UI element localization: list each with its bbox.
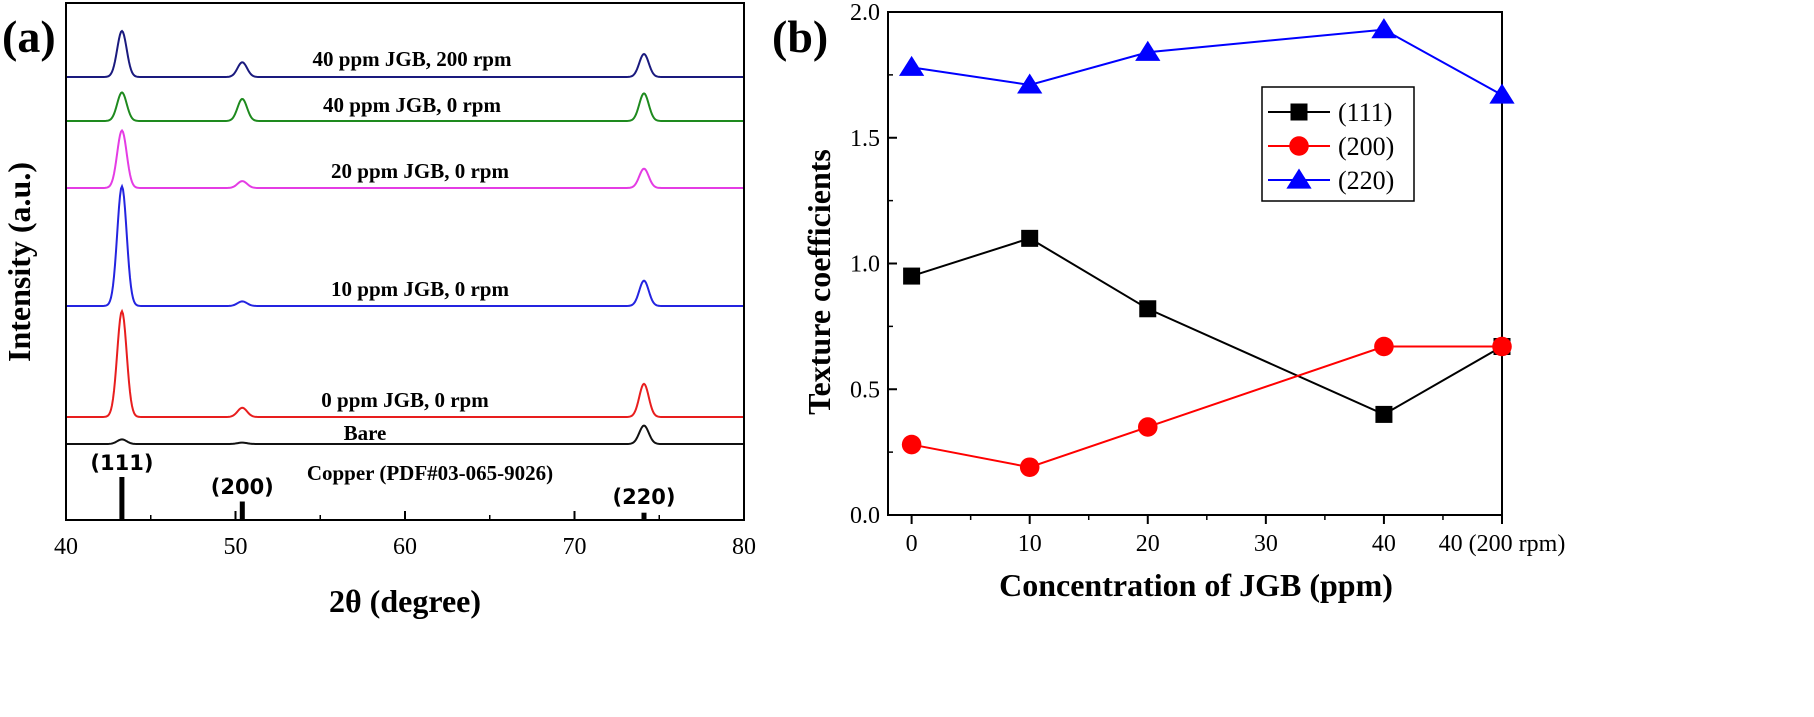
data-point-square: [1375, 405, 1393, 423]
legend: (111) (200) (220): [1261, 86, 1415, 202]
legend-label: (111): [1338, 98, 1392, 127]
data-point-square: [1290, 103, 1308, 121]
x-tick-label: 80: [732, 534, 756, 560]
xrd-trace-line: [67, 128, 743, 189]
reference-pattern-label: Copper (PDF#03-065-9026): [307, 461, 553, 485]
panel-a-plot-frame: [65, 2, 745, 521]
legend-box: [1261, 86, 1415, 202]
data-point-circle: [1019, 457, 1040, 477]
reference-lines: (111) (200) (220): [90, 451, 676, 520]
xrd-trace-label: 10 ppm JGB, 0 rpm: [331, 277, 509, 301]
series-line: [911, 237, 1503, 416]
reference-line: [641, 512, 647, 520]
data-point-square: [1139, 300, 1157, 318]
panel-b-y-axis-title: Texture coefficients: [801, 149, 837, 415]
y-tick-label: 1.0: [850, 252, 880, 278]
xrd-trace-line: [67, 183, 743, 307]
data-point-triangle: [898, 55, 925, 76]
reference-line: [239, 501, 245, 520]
xrd-trace-label: Bare: [344, 421, 387, 445]
panel-b: (b) 0.0 0.5 1.0 1.5 2.0 0 10 20 30 40 40 (200 rpm…: [772, 0, 1565, 603]
x-tick-label: 10: [1018, 531, 1042, 557]
data-point-triangle: [1371, 18, 1397, 39]
xrd-trace-line: [67, 308, 743, 418]
data-point-triangle: [1489, 83, 1515, 104]
panel-b-x-axis-title: Concentration of JGB (ppm): [999, 567, 1393, 603]
series-line: [911, 28, 1503, 96]
data-point-square: [1021, 229, 1039, 247]
texture-series: [898, 18, 1515, 477]
xrd-trace-line: [67, 91, 743, 122]
data-point-circle: [901, 434, 922, 455]
data-point-circle: [1137, 417, 1158, 437]
xrd-trace-label: 40 ppm JGB, 0 rpm: [323, 93, 501, 117]
reference-line-label: (200): [211, 475, 274, 499]
x-tick-label: 60: [393, 534, 417, 560]
panel-a-label: (a): [2, 11, 56, 62]
panel-b-label: (b): [772, 11, 828, 62]
reference-line-label: (111): [90, 451, 153, 475]
y-tick-label: 0.0: [850, 503, 880, 529]
xrd-trace-line: [67, 424, 743, 445]
panel-b-x-ticks: 0 10 20 30 40 40 (200 rpm): [906, 515, 1566, 557]
x-tick-label: 50: [224, 534, 248, 560]
x-tick-label: 70: [563, 534, 587, 560]
legend-label: (220): [1338, 166, 1394, 195]
data-point-circle: [1374, 336, 1394, 357]
xrd-traces: [67, 29, 743, 445]
x-tick-label: 40 (200 rpm): [1439, 531, 1566, 557]
x-tick-label: 30: [1254, 531, 1278, 557]
y-tick-label: 1.5: [850, 126, 880, 152]
x-tick-label: 40: [54, 534, 78, 560]
x-tick-label: 20: [1136, 531, 1160, 557]
y-tick-label: 0.5: [850, 377, 880, 403]
reference-line: [119, 477, 125, 520]
panel-a: (a) 40 ppm JGB, 200 rpm 40 ppm JGB, 0 rpm…: [1, 2, 756, 619]
data-point-triangle: [1286, 168, 1312, 189]
panel-a-x-axis-title: 2θ (degree): [329, 583, 481, 619]
series-line: [911, 345, 1502, 469]
x-tick-label: 0: [906, 531, 918, 557]
data-point-circle: [1289, 136, 1309, 156]
xrd-trace-label: 20 ppm JGB, 0 rpm: [331, 159, 509, 183]
data-point-triangle: [1017, 73, 1043, 94]
xrd-trace-label: 0 ppm JGB, 0 rpm: [321, 388, 489, 412]
x-tick-label: 40: [1372, 531, 1396, 557]
xrd-trace-label: 40 ppm JGB, 200 rpm: [313, 47, 512, 71]
y-tick-label: 2.0: [850, 0, 880, 26]
panel-a-y-axis-title: Intensity (a.u.): [1, 162, 37, 362]
data-point-circle: [1492, 336, 1512, 357]
panel-a-x-ticks: 40 50 60 70 80: [54, 511, 756, 560]
xrd-trace-labels: 40 ppm JGB, 200 rpm 40 ppm JGB, 0 rpm 20 p…: [313, 47, 512, 445]
legend-label: (200): [1338, 132, 1394, 161]
data-point-square: [903, 267, 921, 285]
data-point-triangle: [1135, 40, 1161, 61]
reference-line-label: (220): [612, 485, 675, 509]
xrd-trace-line: [67, 29, 743, 78]
panel-b-y-ticks: 0.0 0.5 1.0 1.5 2.0: [850, 0, 897, 529]
